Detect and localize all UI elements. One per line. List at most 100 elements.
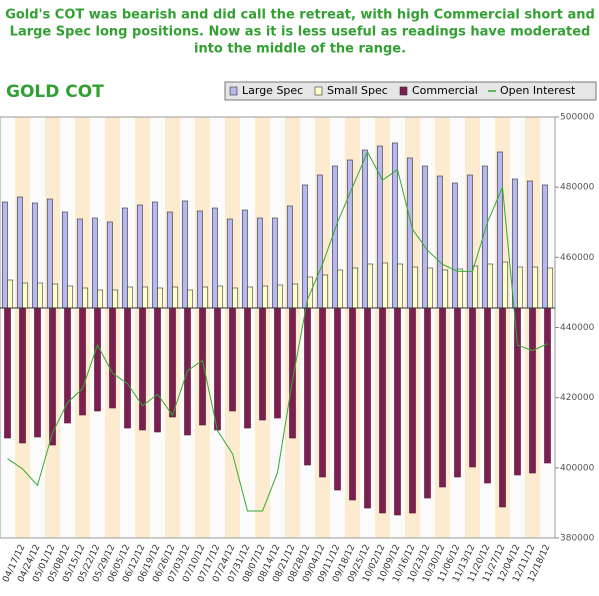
bar (442, 269, 449, 309)
legend-swatch (229, 86, 238, 96)
bar (217, 285, 224, 309)
bar (139, 307, 146, 431)
bar (391, 142, 398, 309)
bar (154, 307, 161, 433)
bar (457, 268, 464, 309)
open-interest-line (7, 150, 548, 512)
bar (286, 205, 293, 309)
bar (241, 209, 248, 309)
bar (304, 307, 311, 466)
bar (484, 307, 491, 484)
bar (436, 175, 443, 309)
bar (277, 284, 284, 309)
bar (112, 289, 119, 309)
bar (379, 307, 386, 514)
bar (127, 286, 134, 309)
bar (469, 307, 476, 468)
y2-tick-label: 380000 (560, 534, 595, 544)
legend-swatch (314, 86, 323, 96)
bar (406, 157, 413, 309)
bar (271, 217, 278, 309)
bar (514, 307, 521, 476)
bar (169, 307, 176, 418)
bar (106, 221, 113, 309)
annotation: into the middle of the range. (194, 42, 406, 57)
bar (91, 217, 98, 309)
bar (109, 307, 116, 409)
bar (544, 307, 551, 464)
bar (334, 307, 341, 491)
bar (547, 267, 554, 309)
bar (511, 178, 518, 309)
bar (301, 184, 308, 309)
bar (322, 274, 329, 309)
y2-tick-label: 500000 (560, 113, 595, 123)
bar (421, 165, 428, 309)
bar (517, 266, 524, 309)
y2-tick-label: 420000 (560, 393, 595, 403)
bar (256, 217, 263, 309)
bar (121, 207, 128, 309)
bar (502, 261, 509, 309)
bar (211, 207, 218, 309)
bar (319, 307, 326, 478)
bar (94, 307, 101, 412)
bar (187, 289, 194, 309)
bar (526, 180, 533, 309)
bar (532, 266, 539, 309)
bar (316, 174, 323, 309)
bar (34, 307, 41, 438)
bar (19, 307, 26, 444)
bar (181, 200, 188, 309)
bar (4, 307, 11, 439)
bar (427, 267, 434, 309)
bar (412, 266, 419, 309)
bar (151, 201, 158, 309)
bar (451, 182, 458, 309)
y2-tick-label: 440000 (560, 323, 595, 333)
bar (352, 267, 359, 309)
bar (337, 269, 344, 309)
legend-label: Commercial (412, 84, 478, 97)
bar (361, 149, 368, 309)
bar (346, 159, 353, 309)
bar (196, 210, 203, 309)
bar (52, 283, 59, 309)
bar (439, 307, 446, 488)
bar (541, 184, 548, 309)
bar (202, 286, 209, 309)
bar (7, 279, 14, 309)
annotation: Large Spec long positions. Now as it is … (10, 25, 591, 40)
bar (487, 263, 494, 309)
bar (79, 307, 86, 416)
bar (397, 263, 404, 309)
bar (229, 307, 236, 412)
bar (466, 174, 473, 309)
bar (529, 307, 536, 474)
bar (394, 307, 401, 516)
bar (331, 165, 338, 309)
chart-title: GOLD COT (6, 82, 104, 102)
legend-label: Large Spec (242, 84, 303, 97)
bar (49, 307, 56, 446)
annotation: Gold's COT was bearish and did call the … (5, 8, 595, 23)
bar (172, 286, 179, 309)
bar (472, 265, 479, 309)
bar (424, 307, 431, 499)
bar (16, 196, 23, 309)
y2-tick-label: 460000 (560, 253, 595, 263)
bar (454, 307, 461, 478)
bar (166, 211, 173, 309)
bar (46, 198, 53, 309)
bar (289, 307, 296, 439)
bar (367, 263, 374, 309)
bar (76, 218, 83, 309)
bar (262, 285, 269, 309)
bar (67, 285, 74, 309)
bar (499, 307, 506, 508)
bar (247, 286, 254, 309)
bar (124, 307, 131, 429)
legend-label: Small Spec (327, 84, 388, 97)
bar (214, 307, 221, 431)
